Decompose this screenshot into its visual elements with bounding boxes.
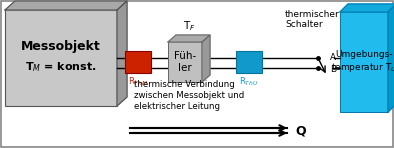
Text: R$_{ThM}$: R$_{ThM}$ bbox=[128, 75, 148, 87]
Text: Füh-
ler: Füh- ler bbox=[174, 51, 196, 73]
Bar bbox=[168, 42, 202, 82]
Text: Q: Q bbox=[295, 124, 306, 137]
Text: A: A bbox=[330, 53, 336, 62]
Bar bbox=[340, 12, 388, 112]
Bar bbox=[236, 51, 262, 73]
Text: B: B bbox=[330, 65, 336, 74]
Text: thermische Verbindung
zwischen Messobjekt und
elektrischer Leitung: thermische Verbindung zwischen Messobjek… bbox=[134, 80, 244, 111]
Polygon shape bbox=[340, 4, 394, 12]
Text: Messobjekt: Messobjekt bbox=[21, 40, 101, 53]
Polygon shape bbox=[5, 1, 127, 10]
Bar bbox=[125, 51, 151, 73]
Text: Umgebungs-
temperatur T$_{U}$: Umgebungs- temperatur T$_{U}$ bbox=[331, 50, 394, 74]
Bar bbox=[5, 10, 117, 106]
Polygon shape bbox=[202, 35, 210, 82]
Text: T$_{F}$: T$_{F}$ bbox=[183, 19, 195, 33]
Text: R$_{ThU}$: R$_{ThU}$ bbox=[239, 75, 259, 87]
Polygon shape bbox=[168, 35, 210, 42]
Polygon shape bbox=[117, 1, 127, 106]
Polygon shape bbox=[388, 4, 394, 112]
Text: T$_{M}$ = konst.: T$_{M}$ = konst. bbox=[25, 61, 97, 74]
Text: thermischer
Schalter: thermischer Schalter bbox=[285, 10, 340, 29]
